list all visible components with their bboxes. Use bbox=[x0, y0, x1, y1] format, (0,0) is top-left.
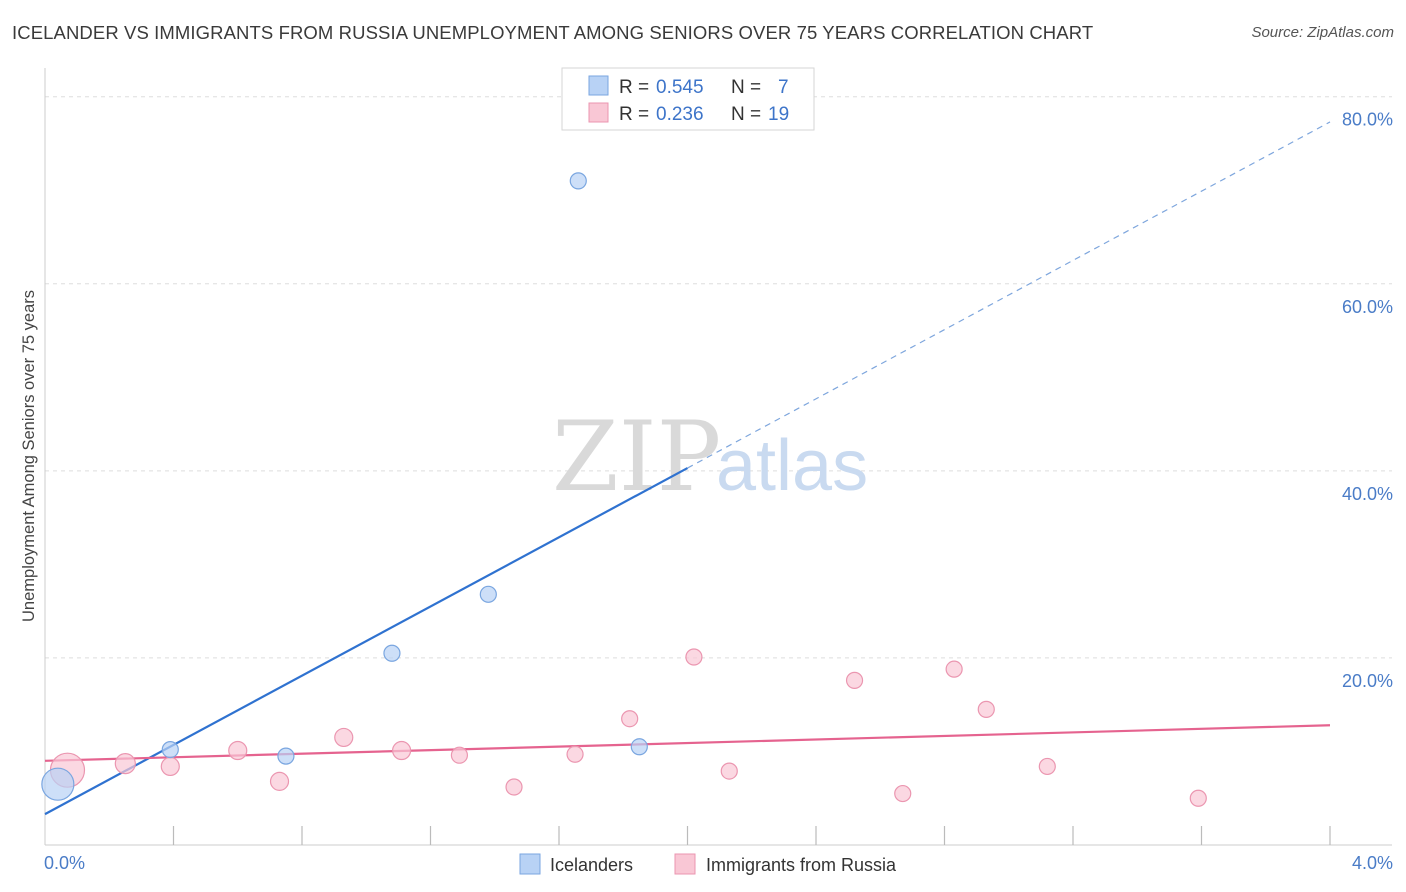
point-icelanders-2 bbox=[277, 747, 295, 765]
trend-line-russia bbox=[44, 724, 1331, 762]
point-russia-6 bbox=[391, 740, 412, 761]
point-icelanders-6 bbox=[630, 738, 648, 756]
point-russia-2 bbox=[160, 756, 180, 777]
point-russia-10 bbox=[621, 710, 639, 728]
y-axis-label: Unemployment Among Seniors over 75 years bbox=[20, 290, 38, 622]
point-russia-14 bbox=[894, 784, 912, 803]
bottom-legend-swatch-icelanders bbox=[519, 853, 541, 875]
bottom-legend-swatch-russia bbox=[674, 853, 696, 875]
chart-title: ICELANDER VS IMMIGRANTS FROM RUSSIA UNEM… bbox=[12, 22, 1094, 43]
legend-n-value-russia: 19 bbox=[768, 104, 789, 125]
point-icelanders-1 bbox=[161, 740, 179, 759]
point-russia-15 bbox=[945, 660, 963, 678]
y-tick-label-60: 60.0% bbox=[1342, 297, 1393, 317]
x-tick-label-max: 4.0% bbox=[1352, 853, 1393, 873]
legend-n-label-russia: N = bbox=[731, 104, 761, 125]
point-russia-18 bbox=[1189, 789, 1207, 807]
legend-swatch-icelanders bbox=[588, 75, 609, 96]
trend-lines bbox=[44, 121, 1331, 816]
bottom-legend-label-russia: Immigrants from Russia bbox=[706, 855, 897, 875]
correlation-legend: R = 0.545 N = 7 R = 0.236 N = 19 bbox=[561, 67, 815, 131]
gridlines bbox=[45, 96, 1392, 659]
y-tick-label-20: 20.0% bbox=[1342, 671, 1393, 691]
point-russia-4 bbox=[269, 771, 290, 791]
bottom-legend-label-icelanders: Icelanders bbox=[550, 855, 633, 875]
point-russia-1 bbox=[114, 753, 136, 775]
point-icelanders-0 bbox=[41, 767, 75, 801]
legend-r-label-russia: R = bbox=[619, 104, 649, 125]
point-russia-3 bbox=[228, 740, 248, 761]
trend-line-icelanders bbox=[44, 467, 689, 816]
point-icelanders-5 bbox=[569, 172, 587, 190]
trend-line-icelanders-extension bbox=[687, 121, 1331, 469]
point-russia-11 bbox=[685, 648, 703, 666]
legend-swatch-russia bbox=[588, 102, 609, 123]
legend-n-value-icelanders: 7 bbox=[778, 77, 789, 98]
legend-r-label-icelanders: R = bbox=[619, 77, 649, 98]
watermark-atlas: atlas bbox=[716, 426, 868, 506]
watermark: ZIP atlas bbox=[552, 401, 868, 513]
legend-n-label-icelanders: N = bbox=[731, 77, 761, 98]
legend-r-value-icelanders: 0.545 bbox=[656, 77, 704, 98]
point-russia-17 bbox=[1038, 757, 1056, 776]
y-tick-label-40: 40.0% bbox=[1342, 484, 1393, 504]
y-tick-labels: 20.0% 40.0% 60.0% 80.0% bbox=[1342, 110, 1393, 691]
point-russia-7 bbox=[450, 746, 469, 764]
legend-r-value-russia: 0.236 bbox=[656, 104, 704, 125]
axes bbox=[44, 68, 1392, 846]
x-tick-label-min: 0.0% bbox=[44, 853, 85, 873]
point-icelanders-3 bbox=[383, 644, 401, 662]
point-russia-13 bbox=[845, 671, 864, 689]
data-points bbox=[41, 172, 1207, 807]
point-russia-9 bbox=[566, 745, 584, 763]
y-tick-label-80: 80.0% bbox=[1342, 110, 1393, 130]
point-russia-5 bbox=[334, 727, 354, 748]
point-russia-16 bbox=[977, 700, 995, 718]
point-russia-8 bbox=[505, 778, 523, 796]
source-credit: Source: ZipAtlas.com bbox=[1251, 24, 1394, 41]
series-legend: Icelanders Immigrants from Russia bbox=[519, 853, 897, 875]
point-icelanders-4 bbox=[479, 585, 497, 603]
point-russia-12 bbox=[720, 762, 738, 780]
x-tick-labels: 0.0% 4.0% bbox=[44, 853, 1393, 873]
